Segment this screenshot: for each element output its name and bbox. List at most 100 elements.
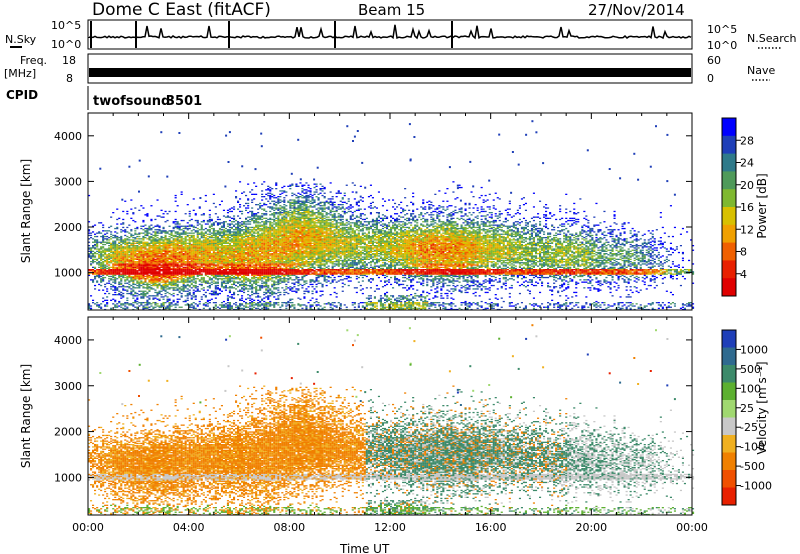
power-cell [255,249,258,251]
power-cell [162,213,165,215]
power-cell [130,245,133,247]
power-cell [273,276,276,279]
power-cell [259,222,262,224]
power-cell [132,305,135,307]
power-cell [108,226,111,229]
power-cell [166,245,169,247]
power-cell [140,278,143,280]
power-cell [140,247,143,249]
power-cell [271,294,274,296]
power-cell [180,295,183,297]
power-cell [265,214,268,216]
power-cell [228,216,231,218]
power-cell [269,266,272,268]
power-cell [265,240,268,242]
power-cell [170,287,173,289]
power-cell [108,254,111,256]
power-cell [100,270,103,272]
power-cell [208,249,211,251]
power-cell [136,272,139,274]
power-cell [188,251,191,254]
power-cell [186,299,189,301]
power-cell [138,233,141,235]
power-cell [237,239,240,241]
power-cell [224,269,227,271]
power-cell [194,263,197,265]
power-cell [192,265,195,267]
power-cell [106,257,109,259]
power-cell [218,227,221,230]
power-cell [170,234,173,237]
power-cell [180,237,183,239]
power-cell [156,287,159,289]
power-cell [196,261,199,263]
power-cell [166,213,169,215]
power-cell [214,253,217,255]
power-cell [154,233,157,235]
power-cell [237,257,240,259]
power-cell [210,298,213,300]
power-cell [88,248,91,250]
power-cell [237,272,240,274]
power-cell [233,221,236,223]
power-cell [202,257,205,259]
power-cell [255,245,258,247]
power-cell [226,306,229,308]
power-cell [216,266,219,268]
power-cell [148,246,151,248]
power-cell [216,235,219,238]
power-cell [216,294,219,296]
power-cell [186,264,189,266]
power-cell [251,266,254,268]
power-cell [158,243,161,246]
power-cell [188,210,191,213]
power-cell [210,227,213,230]
power-cell [247,212,250,214]
power-cell [222,259,225,262]
power-cell [245,287,248,289]
power-cell [156,239,159,241]
power-cell [190,249,193,251]
power-cell [226,246,229,248]
power-cell [146,254,149,256]
power-cell [102,239,105,241]
power-cell [263,294,266,296]
power-cell [255,217,258,219]
power-cell [271,226,274,229]
power-cell [277,256,280,258]
power-cell [172,304,175,306]
power-cell [116,263,119,265]
power-cell [255,282,258,284]
power-cell [220,305,223,307]
power-cell [247,247,250,249]
power-cell [174,223,177,225]
power-cell [251,294,254,296]
power-cell [247,198,250,200]
power-cell [212,229,215,231]
power-cell [180,288,183,290]
power-cell [188,239,191,241]
power-cell [136,227,139,230]
power-cell [120,294,123,296]
power-cell [126,265,129,267]
power-cell [206,264,209,266]
power-cell [253,248,256,250]
power-cell [114,280,117,282]
power-cell [206,221,209,223]
power-cell [142,261,145,263]
power-cell [253,265,256,267]
power-cell [128,273,131,275]
power-cell [247,234,250,237]
power-cell [158,278,161,280]
power-cell [265,204,268,206]
power-cell [136,249,139,251]
power-cell [230,269,233,271]
power-cell [216,279,219,281]
power-cell [88,273,91,275]
power-cell [202,271,205,273]
power-cell [118,241,121,243]
power-cell [186,303,189,305]
power-cell [194,256,197,258]
power-cell [106,263,109,265]
power-cell [152,288,155,290]
